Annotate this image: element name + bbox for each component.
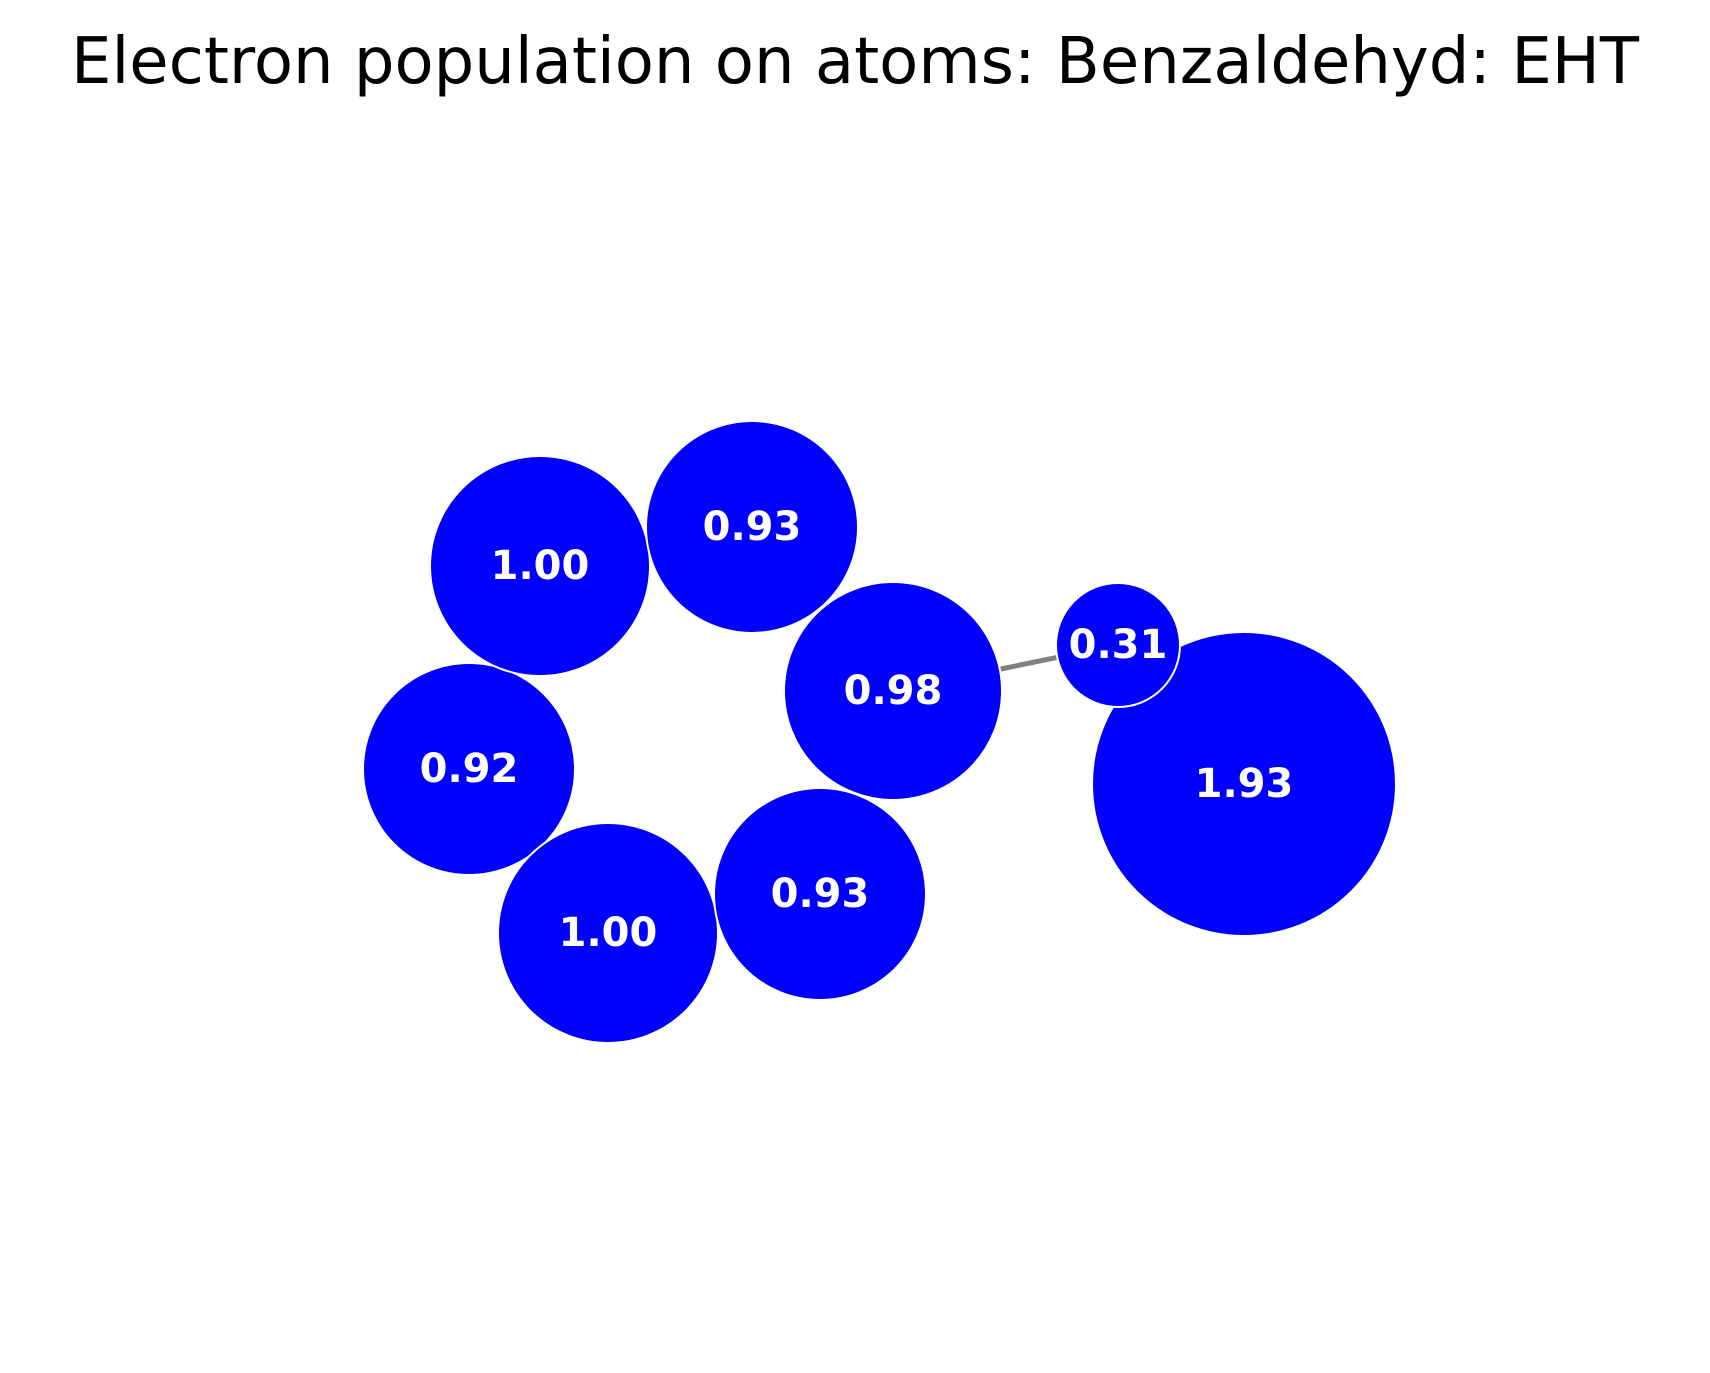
atom-circle-c5: [497, 822, 719, 1044]
atom-circle-c2: [645, 420, 859, 634]
atom-c5: 1.00: [497, 822, 719, 1044]
atom-circle-c4: [713, 787, 927, 1001]
atom-label-c3: 0.98: [844, 668, 943, 714]
atom-label-c1: 1.00: [491, 543, 590, 589]
atom-c2: 0.93: [645, 420, 859, 634]
atom-label-c5: 1.00: [559, 910, 658, 956]
atom-circle-o1: [1091, 631, 1397, 937]
atom-circle-c3: [783, 581, 1003, 801]
atom-label-o1: 1.93: [1195, 761, 1294, 807]
figure-title: Electron population on atoms: Benzaldehy…: [71, 25, 1639, 99]
atom-circle-c6: [362, 662, 576, 876]
atom-c7: 0.31: [1055, 582, 1181, 708]
atoms-layer: 0.92 1.00 0.93 1.00 0.93 0.98 1.93 0.31: [362, 420, 1397, 1044]
atom-circle-c1: [429, 455, 651, 677]
atom-label-c7: 0.31: [1069, 622, 1168, 668]
atom-c4: 0.93: [713, 787, 927, 1001]
atom-c1: 1.00: [429, 455, 651, 677]
atom-o1: 1.93: [1091, 631, 1397, 937]
atom-c3: 0.98: [783, 581, 1003, 801]
atom-label-c6: 0.92: [420, 746, 519, 792]
atom-c6: 0.92: [362, 662, 576, 876]
atom-circle-c7: [1055, 582, 1181, 708]
atom-label-c4: 0.93: [771, 871, 870, 917]
atom-label-c2: 0.93: [703, 504, 802, 550]
